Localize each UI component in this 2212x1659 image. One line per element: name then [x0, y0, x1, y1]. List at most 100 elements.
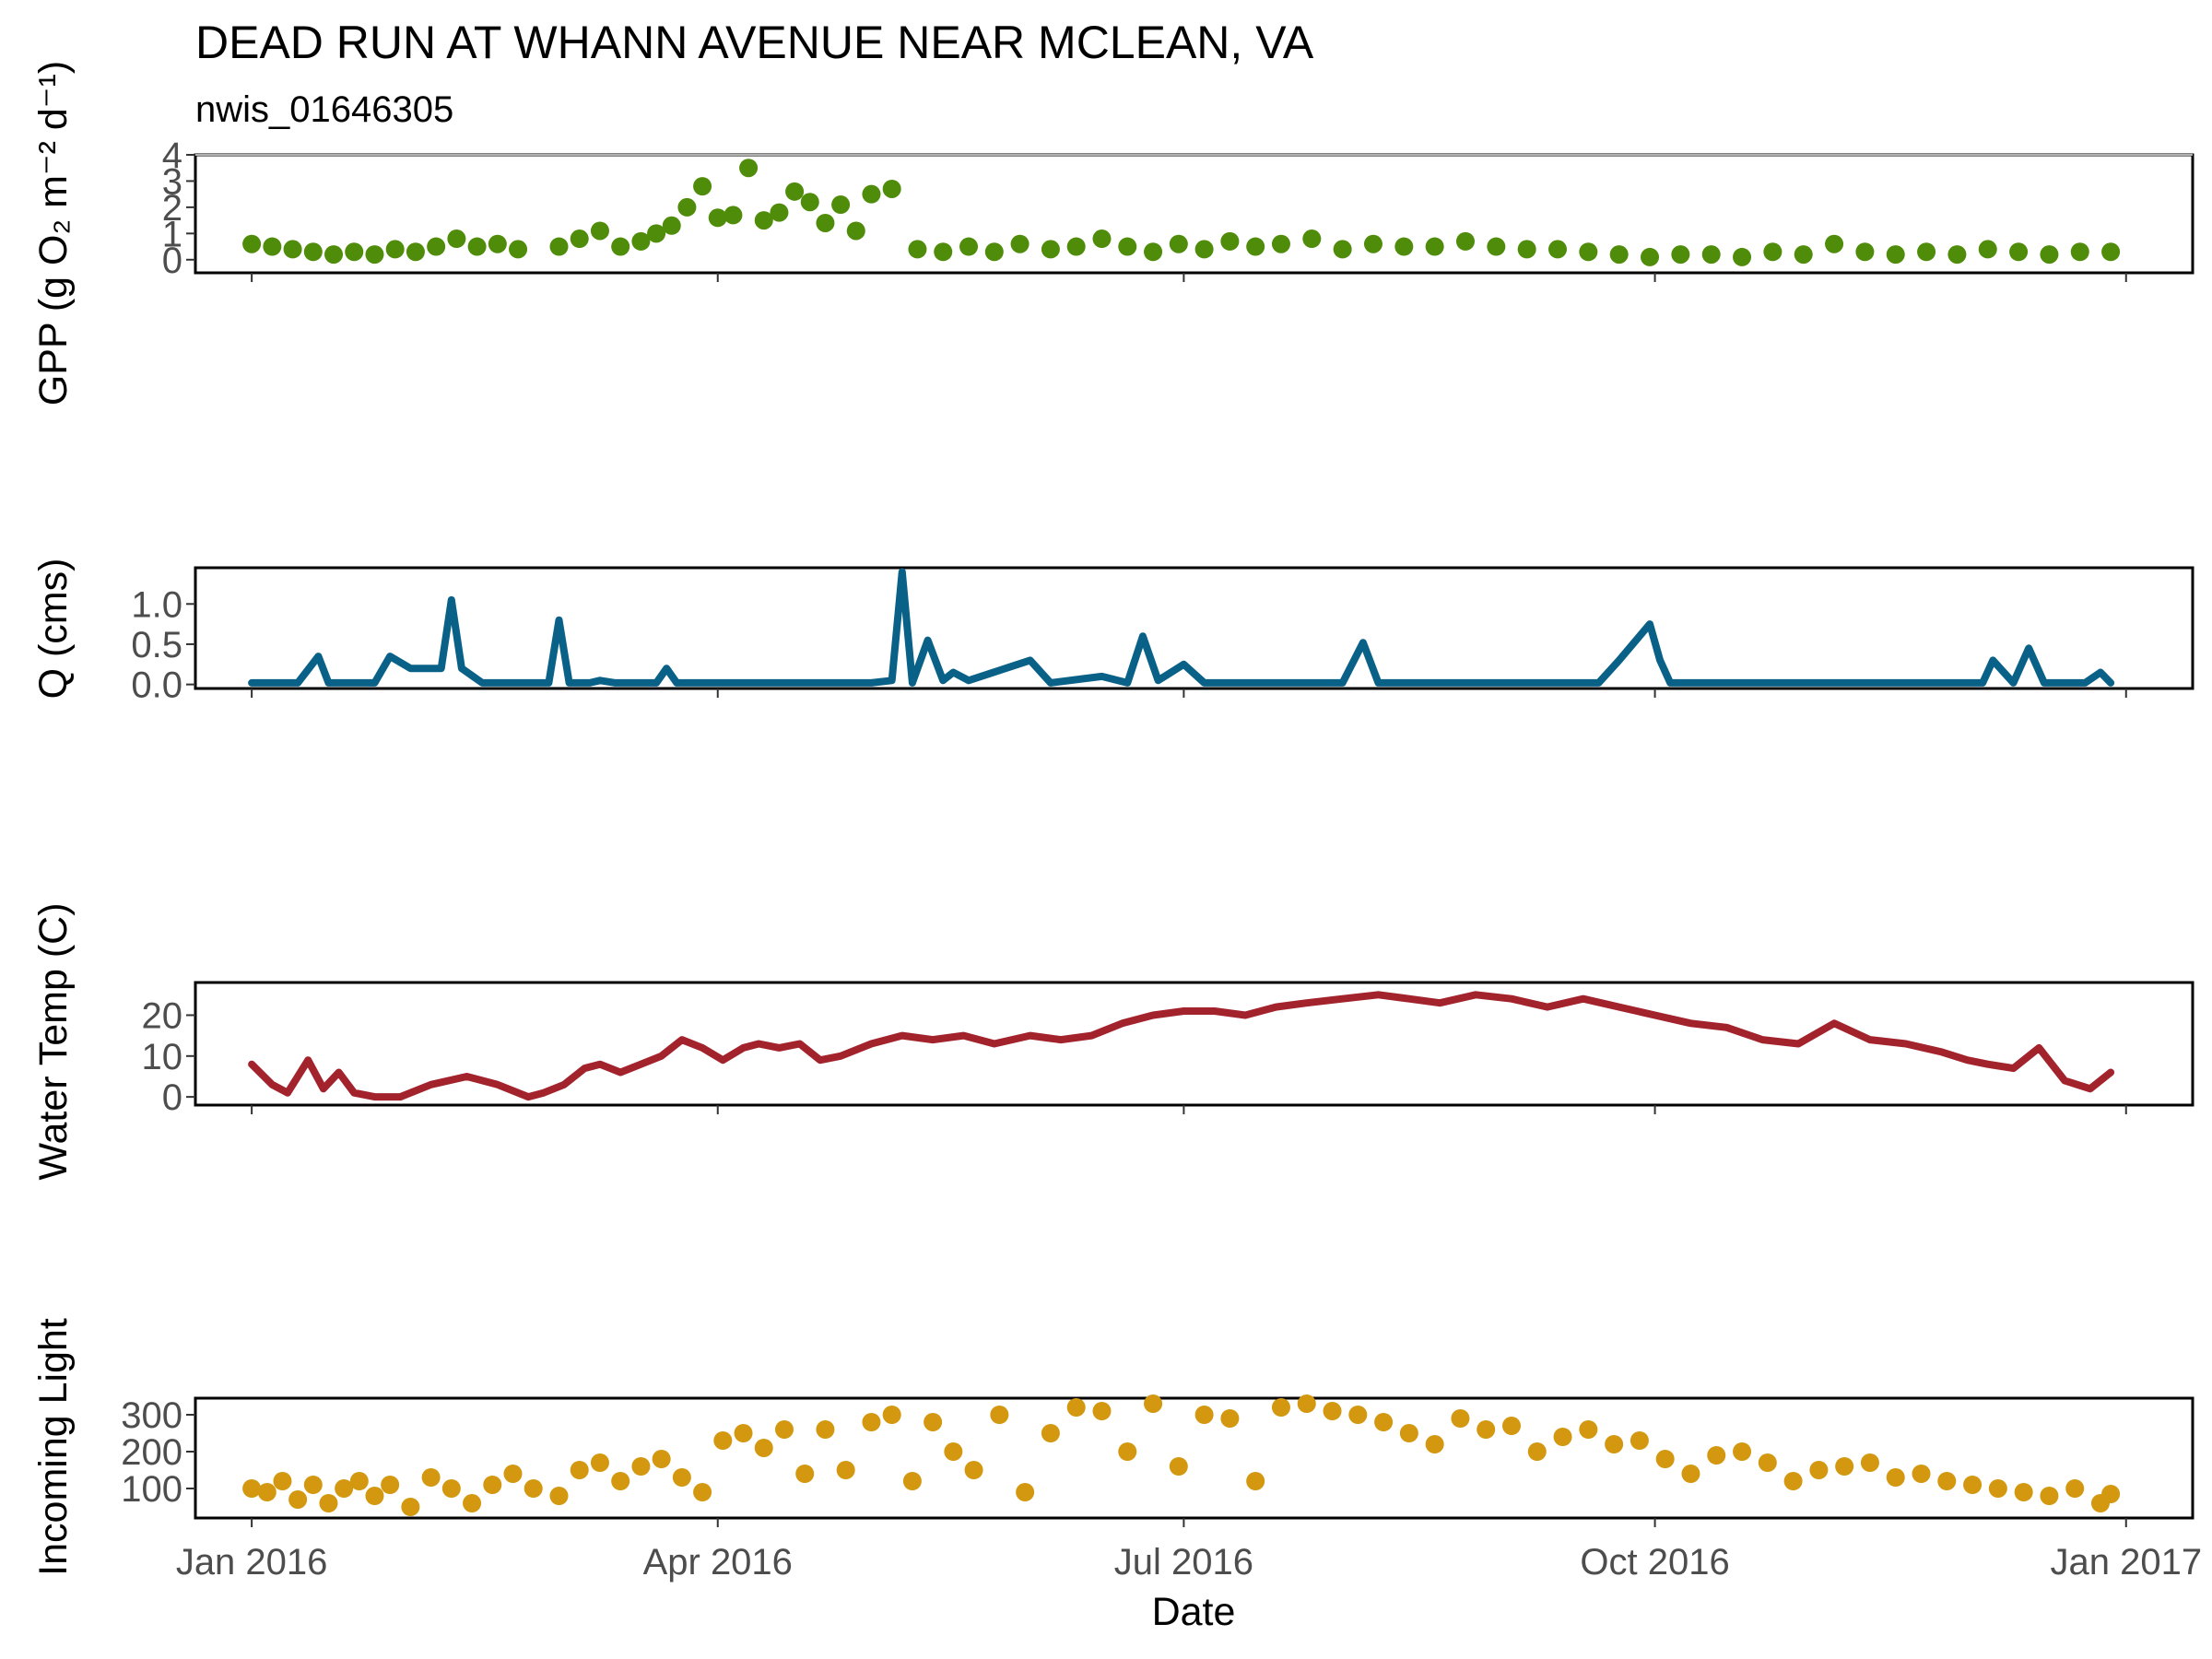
x-tick-label: Apr 2016	[643, 1542, 793, 1583]
data-point	[1947, 245, 1967, 265]
data-point	[1425, 1435, 1444, 1453]
data-point	[1783, 1472, 1803, 1490]
data-point	[401, 1498, 420, 1516]
data-point	[1451, 1409, 1470, 1428]
data-point	[1394, 237, 1414, 256]
light-points	[242, 1394, 2121, 1516]
data-point	[1425, 237, 1444, 256]
chart-title: DEAD RUN AT WHANN AVENUE NEAR MCLEAN, VA	[195, 17, 1314, 68]
y-tick-label: 300	[121, 1395, 182, 1436]
water-temp-panel-border	[194, 981, 2194, 1107]
data-point	[1733, 247, 1752, 266]
data-point	[524, 1479, 543, 1498]
data-point	[1553, 1428, 1572, 1446]
data-point	[283, 240, 302, 259]
data-point	[1548, 240, 1568, 259]
data-point	[902, 1472, 922, 1490]
data-point	[319, 1494, 338, 1512]
water-temp-line	[248, 991, 2115, 1101]
data-point	[800, 193, 819, 212]
data-point	[647, 224, 666, 243]
water-temp-y-axis-label: Water Temp (C)	[31, 902, 76, 1180]
data-point	[1399, 1424, 1418, 1442]
data-point	[862, 184, 881, 204]
chart-subtitle: nwis_01646305	[195, 89, 453, 130]
data-point	[463, 1494, 482, 1512]
data-point	[242, 1479, 262, 1498]
data-point	[1092, 1402, 1112, 1420]
y-tick-label: 4	[162, 135, 182, 176]
data-point	[1092, 229, 1112, 249]
light-x-ticks	[251, 1518, 2127, 1527]
data-point	[677, 197, 697, 217]
data-point	[734, 1424, 753, 1442]
data-point	[288, 1490, 308, 1509]
data-point	[1630, 1431, 1649, 1450]
data-point	[2014, 1483, 2033, 1501]
data-point	[1144, 242, 1163, 262]
data-point	[1794, 245, 1813, 265]
gpp-x-ticks	[251, 273, 2127, 282]
data-point	[739, 159, 759, 178]
data-point	[2009, 242, 2029, 262]
y-tick-label: 0	[162, 241, 182, 281]
data-point	[1963, 1476, 1983, 1494]
data-point	[1855, 242, 1875, 262]
data-point	[1169, 234, 1188, 253]
data-point	[724, 206, 743, 225]
data-point	[1527, 1442, 1547, 1461]
y-tick-label: 2	[162, 188, 182, 229]
series-line	[248, 991, 2115, 1101]
data-point	[2040, 245, 2059, 265]
data-point	[1066, 237, 1086, 256]
data-point	[836, 1461, 855, 1479]
y-tick-label: 200	[121, 1432, 182, 1473]
data-point	[570, 229, 589, 249]
data-point	[549, 1487, 569, 1505]
data-point	[1323, 1402, 1342, 1420]
data-point	[365, 245, 384, 265]
data-point	[611, 1472, 630, 1490]
data-point	[1066, 1398, 1086, 1417]
data-point	[273, 1472, 292, 1490]
data-point	[713, 1431, 733, 1450]
data-point	[1246, 1472, 1265, 1490]
data-point	[984, 242, 1004, 262]
data-point	[1041, 1424, 1060, 1442]
data-point	[1825, 234, 1844, 253]
discharge-y-ticks: 0.00.51.0	[131, 584, 195, 706]
data-point	[324, 245, 344, 265]
data-point	[990, 1406, 1009, 1424]
data-point	[1374, 1413, 1394, 1431]
data-point	[1194, 240, 1214, 259]
data-point	[631, 231, 651, 251]
data-point	[1937, 1472, 1957, 1490]
data-point	[1809, 1461, 1829, 1479]
series-line	[248, 568, 2115, 687]
data-point	[924, 1413, 943, 1431]
x-tick-labels: Jan 2016 Apr 2016 Jul 2016 Oct 2016 Jan 2017	[176, 1542, 2202, 1583]
data-point	[1271, 234, 1290, 253]
discharge-panel: Q (cms) 0.00.51.0	[31, 559, 2194, 706]
data-point	[662, 216, 681, 235]
data-point	[1333, 240, 1352, 259]
data-point	[672, 1468, 691, 1487]
y-tick-label: 0.5	[131, 625, 182, 665]
data-point	[2070, 242, 2089, 262]
data-point	[1579, 1420, 1598, 1439]
data-point	[846, 221, 865, 241]
data-point	[1487, 237, 1506, 256]
discharge-line	[248, 568, 2115, 687]
x-axis-label: Date	[1152, 1590, 1236, 1634]
data-point	[959, 237, 979, 256]
data-point	[257, 1483, 276, 1501]
data-point	[693, 1483, 712, 1501]
data-point	[795, 1465, 815, 1483]
data-point	[1169, 1457, 1188, 1476]
data-point	[2040, 1487, 2059, 1505]
y-tick-label: 1	[162, 214, 182, 254]
data-point	[590, 221, 609, 241]
data-point	[1707, 1446, 1726, 1465]
